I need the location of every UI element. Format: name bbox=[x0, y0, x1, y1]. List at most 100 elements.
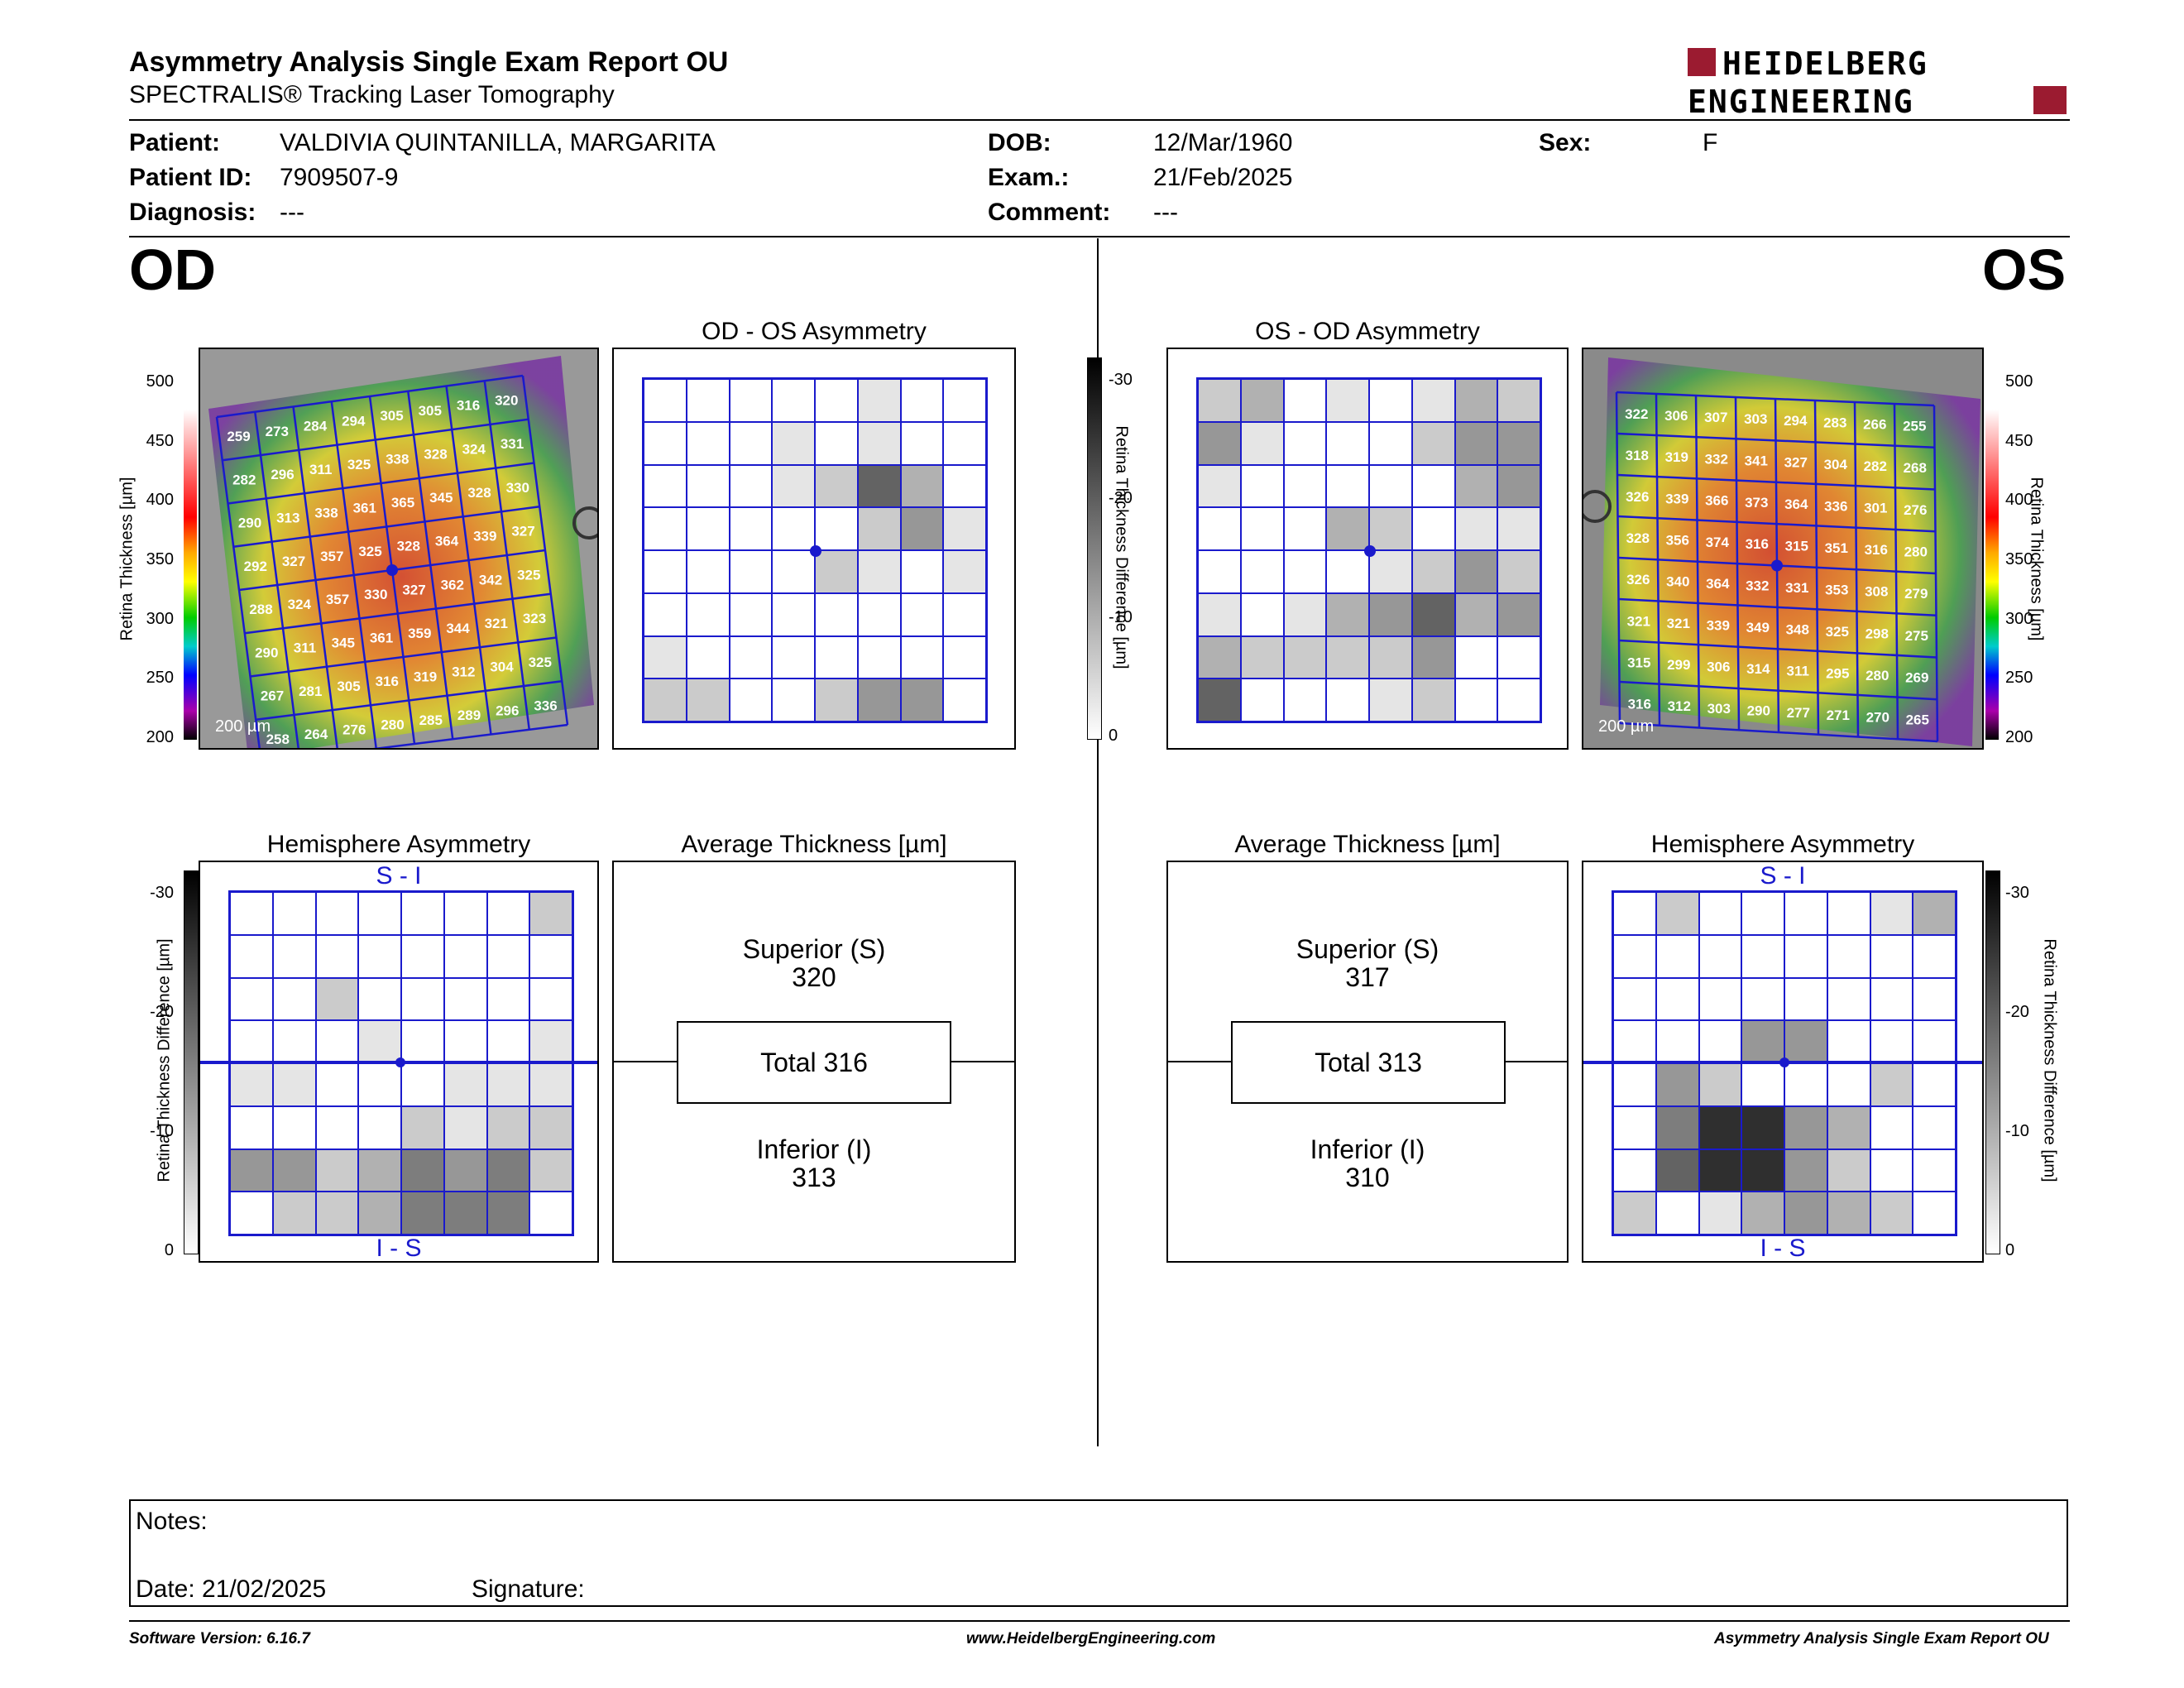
os-hemi-cell bbox=[1613, 1020, 1656, 1063]
os-thickness-value: 349 bbox=[1746, 620, 1770, 635]
os-hemi-cell bbox=[1827, 1063, 1870, 1106]
od-hemi-cell bbox=[529, 1149, 572, 1192]
svg-text:200 µm: 200 µm bbox=[215, 717, 271, 736]
od-thickness-axis-label: Retina Thickness [µm] bbox=[117, 477, 136, 641]
od-hemi-cell bbox=[443, 892, 487, 935]
os-thickness-value: 306 bbox=[1707, 659, 1730, 675]
os-asym-cell bbox=[1326, 421, 1369, 465]
os-hemi-colorbar bbox=[1985, 870, 2000, 1254]
od-thickness-value: 331 bbox=[500, 436, 524, 452]
od-thickness-value: 282 bbox=[232, 472, 256, 487]
od-thickness-value: 339 bbox=[473, 529, 496, 544]
od-hemi-cell bbox=[529, 1063, 572, 1106]
od-asym-cell bbox=[729, 421, 773, 465]
od-asym-cell bbox=[729, 550, 773, 593]
os-hemi-cell bbox=[1741, 1020, 1784, 1063]
od-hemi-cell bbox=[315, 934, 359, 978]
website-link[interactable]: www.HeidelbergEngineering.com bbox=[966, 1630, 1216, 1647]
tick-label: 500 bbox=[2005, 372, 2033, 391]
tick-label: 400 bbox=[2005, 491, 2033, 510]
od-thickness-value: 313 bbox=[276, 510, 299, 525]
tick-label: 0 bbox=[164, 1241, 174, 1259]
os-asym-cell bbox=[1369, 421, 1412, 465]
od-asym-cell bbox=[857, 679, 901, 722]
tick-label: 350 bbox=[2005, 550, 2033, 568]
od-average-panel: Superior (S) 320 Total 316 Inferior (I) 31… bbox=[612, 861, 1016, 1263]
os-asym-cell bbox=[1326, 592, 1369, 636]
tick-label: -10 bbox=[2005, 1122, 2029, 1140]
os-thickness-value: 321 bbox=[1667, 616, 1690, 631]
os-hemi-cell bbox=[1827, 1020, 1870, 1063]
od-thickness-value: 342 bbox=[479, 572, 502, 587]
os-asym-cell bbox=[1283, 592, 1327, 636]
od-asym-cell bbox=[815, 464, 858, 508]
od-hemi-cell bbox=[315, 1063, 359, 1106]
os-thickness-value: 319 bbox=[1665, 449, 1688, 465]
os-thickness-value: 332 bbox=[1705, 451, 1728, 467]
os-thickness-value: 269 bbox=[1905, 670, 1928, 686]
os-hemi-cell bbox=[1613, 1105, 1656, 1149]
od-asym-cell bbox=[943, 379, 986, 422]
od-asym-cell bbox=[943, 421, 986, 465]
os-fundus-thickness-map: 322 306 307 303 294 283 266 255 318 319 332 341 327 3… bbox=[1582, 348, 1984, 750]
os-grid-line bbox=[1813, 400, 1820, 735]
tick-label: -20 bbox=[2005, 1003, 2029, 1021]
os-asym-cell bbox=[1454, 635, 1498, 679]
software-version: Software Version: 6.16.7 bbox=[129, 1630, 310, 1647]
tick-label: 300 bbox=[2005, 609, 2033, 628]
center-diff-axis-label: Retina Thickness Difference [µm] bbox=[1112, 425, 1131, 669]
od-hemi-cell bbox=[358, 977, 401, 1021]
od-hemisphere-grid bbox=[228, 890, 574, 1236]
tick-label: -10 bbox=[1109, 607, 1133, 626]
os-thickness-value: 280 bbox=[1866, 668, 1889, 683]
od-thickness-value: 305 bbox=[380, 408, 403, 424]
tick-label: -10 bbox=[150, 1122, 174, 1140]
od-grid-line bbox=[372, 723, 568, 748]
od-hemi-cell bbox=[230, 1020, 273, 1063]
od-hemi-cell bbox=[486, 977, 530, 1021]
os-hemi-cell bbox=[1784, 934, 1827, 978]
sex-label: Sex: bbox=[1539, 129, 1592, 156]
od-hemi-cell bbox=[486, 1149, 530, 1192]
od-hemi-cell bbox=[315, 1192, 359, 1235]
od-asym-cell bbox=[900, 379, 944, 422]
od-asym-cell bbox=[729, 379, 773, 422]
od-hemi-cell bbox=[401, 1020, 444, 1063]
os-asym-cell bbox=[1411, 421, 1455, 465]
od-asym-cell bbox=[772, 635, 815, 679]
os-hemi-cell bbox=[1870, 977, 1913, 1021]
os-hemi-cell bbox=[1784, 977, 1827, 1021]
od-thickness-value: 357 bbox=[326, 592, 349, 607]
os-inferior: Inferior (I) 310 bbox=[1310, 1134, 1425, 1192]
od-thickness-value: 328 bbox=[397, 539, 420, 554]
od-thickness-value: 320 bbox=[495, 392, 518, 408]
od-asym-cell bbox=[644, 679, 687, 722]
os-thickness-value: 339 bbox=[1707, 617, 1730, 633]
od-asym-cell bbox=[644, 550, 687, 593]
os-asym-cell bbox=[1240, 421, 1284, 465]
tick-label: -30 bbox=[2005, 884, 2029, 902]
os-hemi-cell bbox=[1741, 1105, 1784, 1149]
od-grid-line bbox=[256, 680, 563, 721]
od-asym-cell bbox=[772, 507, 815, 550]
os-thickness-value: 331 bbox=[1785, 580, 1808, 596]
od-thickness-value: 364 bbox=[435, 534, 459, 549]
od-thickness-value: 327 bbox=[511, 524, 534, 539]
os-asym-cell bbox=[1454, 679, 1498, 722]
od-label: OD bbox=[129, 237, 216, 302]
notes-box[interactable]: Notes: Date: 21/02/2025 Signature: bbox=[129, 1499, 2068, 1607]
od-thickness-value: 323 bbox=[523, 611, 546, 626]
os-asym-cell bbox=[1411, 592, 1455, 636]
os-thickness-value: 307 bbox=[1704, 410, 1727, 425]
signature-label: Signature: bbox=[472, 1575, 585, 1603]
od-thickness-value: 336 bbox=[534, 698, 557, 714]
os-asym-cell bbox=[1411, 635, 1455, 679]
exam-label: Exam.: bbox=[988, 164, 1070, 191]
os-grid-line bbox=[1619, 722, 1938, 743]
os-asym-cell bbox=[1240, 464, 1284, 508]
od-asym-cell bbox=[900, 635, 944, 679]
od-hemi-title: Hemisphere Asymmetry bbox=[266, 831, 531, 858]
tick-label: 450 bbox=[146, 431, 174, 450]
os-asym-cell bbox=[1369, 379, 1412, 422]
os-thickness-value: 315 bbox=[1785, 538, 1808, 554]
